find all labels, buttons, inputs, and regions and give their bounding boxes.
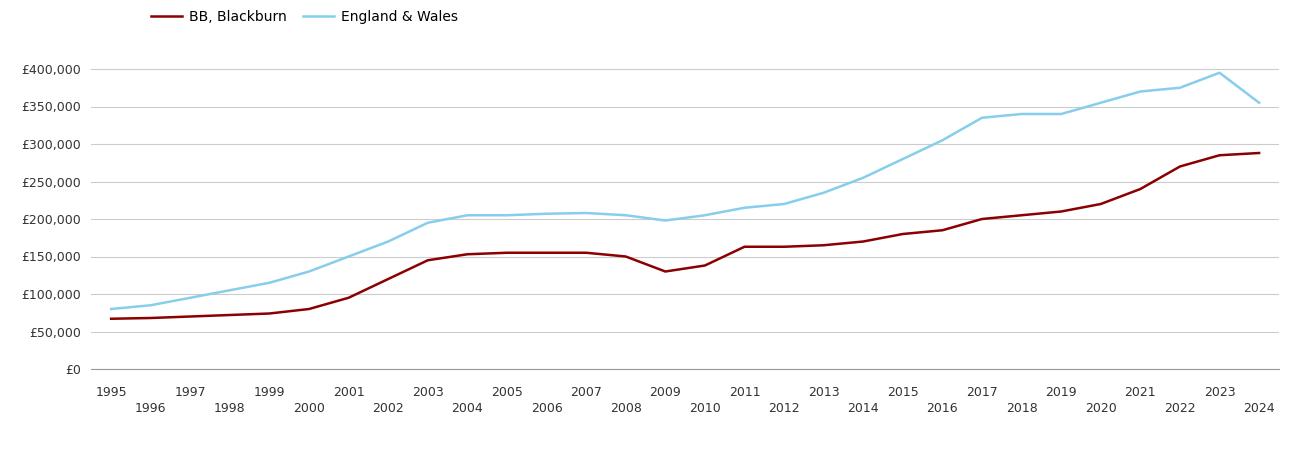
Line: BB, Blackburn: BB, Blackburn xyxy=(111,153,1259,319)
BB, Blackburn xyxy=(934,228,950,233)
England & Wales xyxy=(144,302,159,308)
BB, Blackburn xyxy=(816,243,831,248)
Text: 2006: 2006 xyxy=(531,402,562,415)
Text: 2023: 2023 xyxy=(1203,386,1236,399)
BB, Blackburn xyxy=(500,250,515,256)
England & Wales xyxy=(222,288,238,293)
England & Wales xyxy=(697,212,713,218)
England & Wales xyxy=(975,115,990,121)
Text: 2013: 2013 xyxy=(808,386,839,399)
Text: 2020: 2020 xyxy=(1084,402,1117,415)
BB, Blackburn xyxy=(420,257,436,263)
England & Wales xyxy=(934,138,950,143)
BB, Blackburn xyxy=(737,244,753,249)
BB, Blackburn xyxy=(381,276,397,282)
BB, Blackburn xyxy=(459,252,475,257)
BB, Blackburn xyxy=(1251,150,1267,156)
Text: 2011: 2011 xyxy=(728,386,761,399)
Text: 2021: 2021 xyxy=(1125,386,1156,399)
BB, Blackburn xyxy=(1014,212,1030,218)
England & Wales xyxy=(301,269,317,274)
England & Wales xyxy=(1094,100,1109,105)
England & Wales xyxy=(816,190,831,195)
BB, Blackburn xyxy=(144,315,159,321)
BB, Blackburn xyxy=(1053,209,1069,214)
England & Wales xyxy=(420,220,436,225)
BB, Blackburn xyxy=(895,231,911,237)
BB, Blackburn xyxy=(1133,186,1148,192)
BB, Blackburn xyxy=(619,254,634,259)
Line: England & Wales: England & Wales xyxy=(111,73,1259,309)
Text: 2018: 2018 xyxy=(1006,402,1037,415)
England & Wales xyxy=(776,201,792,207)
BB, Blackburn xyxy=(183,314,198,319)
England & Wales xyxy=(1133,89,1148,94)
Text: 2005: 2005 xyxy=(491,386,523,399)
England & Wales xyxy=(1172,85,1188,90)
BB, Blackburn xyxy=(776,244,792,249)
England & Wales xyxy=(1053,111,1069,117)
Text: 2010: 2010 xyxy=(689,402,720,415)
England & Wales xyxy=(539,211,555,216)
Text: 2008: 2008 xyxy=(609,402,642,415)
England & Wales xyxy=(895,156,911,162)
BB, Blackburn xyxy=(1094,201,1109,207)
England & Wales xyxy=(856,175,872,180)
Text: 2007: 2007 xyxy=(570,386,602,399)
Text: 1995: 1995 xyxy=(95,386,127,399)
England & Wales xyxy=(578,210,594,216)
BB, Blackburn xyxy=(1172,164,1188,169)
England & Wales xyxy=(619,212,634,218)
Text: 1996: 1996 xyxy=(134,402,167,415)
Text: 2019: 2019 xyxy=(1045,386,1077,399)
England & Wales xyxy=(1014,111,1030,117)
BB, Blackburn xyxy=(856,239,872,244)
BB, Blackburn xyxy=(658,269,673,274)
BB, Blackburn xyxy=(103,316,119,321)
BB, Blackburn xyxy=(1212,153,1228,158)
Text: 2009: 2009 xyxy=(650,386,681,399)
England & Wales xyxy=(183,295,198,301)
Text: 2017: 2017 xyxy=(966,386,998,399)
England & Wales xyxy=(500,212,515,218)
England & Wales xyxy=(658,218,673,223)
England & Wales xyxy=(737,205,753,211)
Text: 2022: 2022 xyxy=(1164,402,1195,415)
England & Wales xyxy=(1251,100,1267,105)
Text: 2016: 2016 xyxy=(927,402,958,415)
BB, Blackburn xyxy=(975,216,990,222)
England & Wales xyxy=(459,212,475,218)
BB, Blackburn xyxy=(301,306,317,312)
Text: 2001: 2001 xyxy=(333,386,364,399)
Text: 1998: 1998 xyxy=(214,402,245,415)
Text: 2003: 2003 xyxy=(412,386,444,399)
England & Wales xyxy=(1212,70,1228,76)
BB, Blackburn xyxy=(262,311,278,316)
Legend: BB, Blackburn, England & Wales: BB, Blackburn, England & Wales xyxy=(146,4,463,29)
BB, Blackburn xyxy=(539,250,555,256)
Text: 2014: 2014 xyxy=(847,402,880,415)
Text: 1997: 1997 xyxy=(175,386,206,399)
Text: 2015: 2015 xyxy=(887,386,919,399)
Text: 2012: 2012 xyxy=(769,402,800,415)
Text: 2002: 2002 xyxy=(372,402,405,415)
England & Wales xyxy=(341,254,356,259)
BB, Blackburn xyxy=(222,312,238,318)
BB, Blackburn xyxy=(341,295,356,301)
Text: 2004: 2004 xyxy=(452,402,483,415)
Text: 2024: 2024 xyxy=(1244,402,1275,415)
England & Wales xyxy=(103,306,119,312)
England & Wales xyxy=(262,280,278,285)
England & Wales xyxy=(381,239,397,244)
BB, Blackburn xyxy=(697,263,713,268)
Text: 2000: 2000 xyxy=(294,402,325,415)
BB, Blackburn xyxy=(578,250,594,256)
Text: 1999: 1999 xyxy=(253,386,286,399)
